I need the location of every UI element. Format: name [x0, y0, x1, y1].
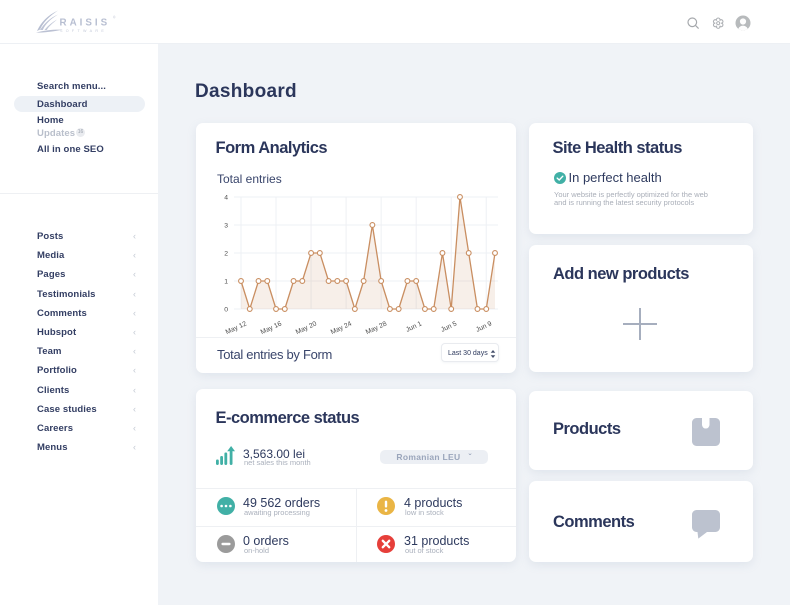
svg-text:May 12: May 12 [225, 320, 248, 336]
svg-text:1: 1 [224, 278, 228, 285]
svg-text:RAISIS: RAISIS [60, 18, 111, 29]
svg-text:2: 2 [224, 250, 228, 257]
svg-text:3: 3 [224, 222, 228, 229]
svg-text:®: ® [113, 16, 116, 20]
svg-text:0: 0 [224, 306, 228, 313]
svg-text:Jun 5: Jun 5 [440, 320, 458, 333]
svg-text:May 16: May 16 [260, 320, 283, 336]
svg-text:May 20: May 20 [295, 320, 318, 336]
svg-text:May 24: May 24 [330, 320, 353, 336]
svg-text:Jun 1: Jun 1 [405, 320, 423, 333]
svg-text:Jun 9: Jun 9 [475, 320, 493, 333]
svg-text:May 28: May 28 [365, 320, 388, 336]
svg-text:4: 4 [224, 194, 228, 201]
svg-text:SOFTWARE: SOFTWARE [60, 29, 107, 33]
